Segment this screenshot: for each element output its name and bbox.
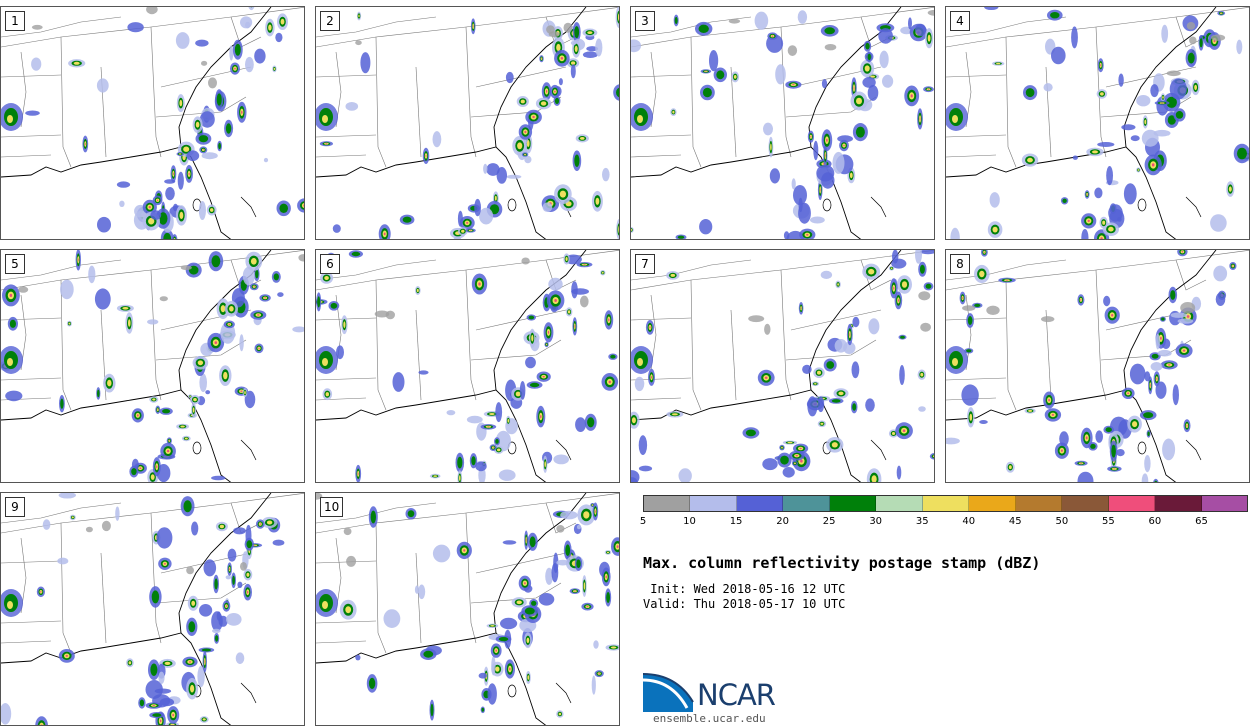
colorbar-tick-labels: 5 10 15 20 25 30 35 40 45 50 55 60 65	[639, 516, 1248, 530]
colorbar-tick: 35	[915, 516, 929, 527]
reflectivity-map-6	[316, 250, 619, 482]
colorbar-segment	[690, 496, 737, 511]
postage-stamp-panel: 10	[315, 492, 620, 726]
postage-stamp-panel: 9	[0, 492, 305, 726]
reflectivity-map-4	[946, 7, 1249, 239]
colorbar-segment	[644, 496, 691, 511]
reflectivity-map-1	[1, 7, 304, 239]
panel-member-label: 2	[320, 11, 340, 31]
colorbar-tick: 50	[1055, 516, 1069, 527]
postage-stamp-panel: 5	[0, 249, 305, 483]
colorbar-segment	[829, 496, 877, 511]
postage-stamp-panel: 6	[315, 249, 620, 483]
colorbar-tick: 65	[1195, 516, 1208, 527]
init-time: Init: Wed 2018-05-16 12 UTC	[643, 582, 846, 596]
reflectivity-map-10	[316, 493, 619, 725]
ncar-wordmark: NCAR	[697, 678, 776, 712]
panel-member-label: 10	[320, 497, 344, 517]
plot-title: Max. column reflectivity postage stamp (…	[643, 554, 1041, 572]
colorbar-segment	[1015, 496, 1063, 511]
reflectivity-map-3	[631, 7, 934, 239]
colorbar-segment	[1062, 496, 1109, 511]
colorbar-tick: 55	[1102, 516, 1115, 527]
panel-member-label: 5	[5, 254, 25, 274]
postage-stamp-panel: 4	[945, 6, 1250, 240]
colorbar-tick: 45	[1008, 516, 1022, 527]
reflectivity-map-9	[1, 493, 304, 725]
postage-stamp-panel: 1	[0, 6, 305, 240]
panel-member-label: 6	[320, 254, 340, 274]
colorbar-segment	[1201, 496, 1248, 511]
panel-member-label: 1	[5, 11, 25, 31]
colorbar-tick: 15	[729, 516, 743, 527]
colorbar-tick: 10	[683, 516, 696, 527]
colorbar-segment	[783, 496, 830, 511]
postage-stamp-panel: 8	[945, 249, 1250, 483]
panel-member-label: 4	[950, 11, 970, 31]
colorbar-segment	[1108, 496, 1156, 511]
postage-stamp-panel: 2	[315, 6, 620, 240]
postage-stamp-panel: 7	[630, 249, 935, 483]
ncar-logo-icon	[643, 673, 694, 712]
colorbar-segment	[1155, 496, 1202, 511]
colorbar-tick: 25	[822, 516, 836, 527]
reflectivity-map-5	[1, 250, 304, 482]
colorbar-segment	[922, 496, 970, 511]
reflectivity-map-8	[946, 250, 1249, 482]
site-url: ensemble.ucar.edu	[653, 712, 766, 725]
colorbar-tick: 30	[869, 516, 883, 527]
colorbar-tick: 60	[1148, 516, 1162, 527]
colorbar-segment	[969, 496, 1016, 511]
reflectivity-map-7	[631, 250, 934, 482]
colorbar-tick: 5	[639, 516, 647, 527]
colorbar-tick: 40	[962, 516, 976, 527]
panel-member-label: 9	[5, 497, 25, 517]
reflectivity-colorbar	[643, 495, 1248, 512]
reflectivity-map-2	[316, 7, 619, 239]
valid-time: Valid: Thu 2018-05-17 10 UTC	[643, 597, 846, 611]
panel-member-label: 7	[635, 254, 655, 274]
panel-member-label: 3	[635, 11, 655, 31]
colorbar-segment	[876, 496, 923, 511]
colorbar-tick: 20	[776, 516, 789, 527]
colorbar-segment	[736, 496, 784, 511]
postage-stamp-panel: 3	[630, 6, 935, 240]
panel-member-label: 8	[950, 254, 970, 274]
